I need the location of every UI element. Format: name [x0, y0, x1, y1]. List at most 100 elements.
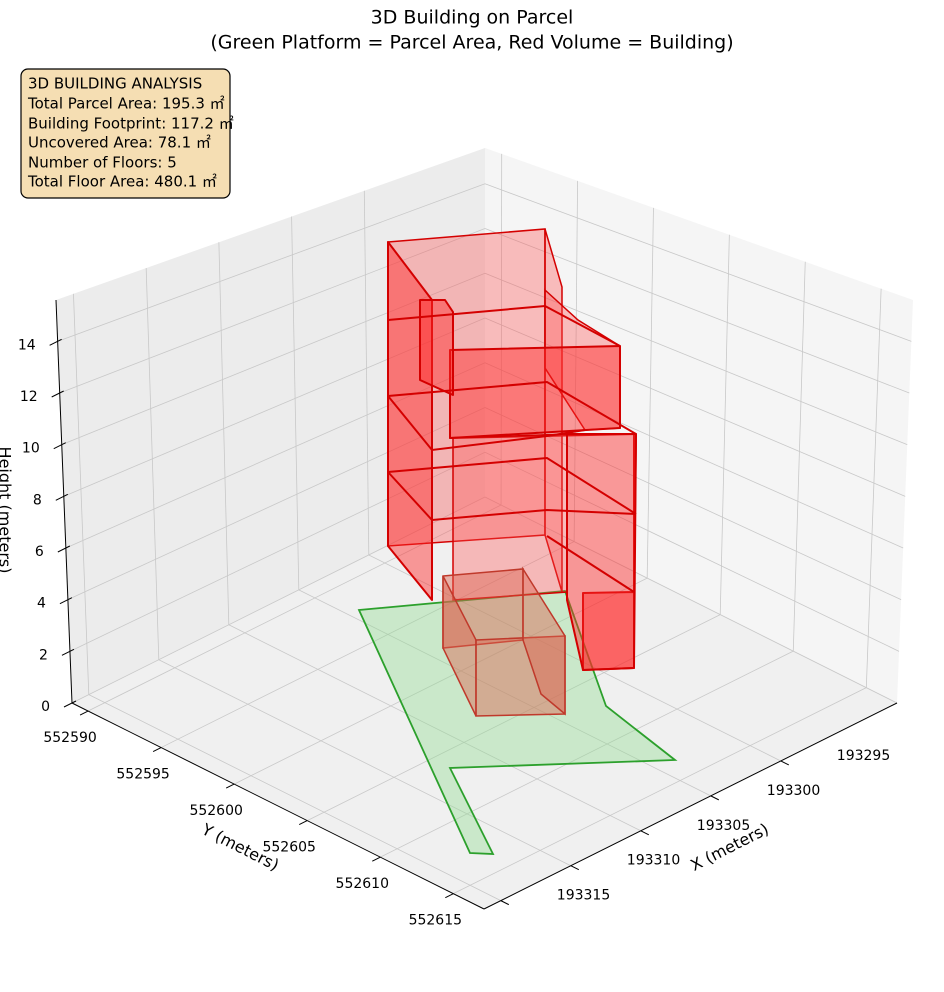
z-axis-line	[55, 299, 73, 704]
x-tick	[780, 760, 790, 766]
x-tick-label: 193295	[837, 748, 890, 764]
z-tick-label: 0	[41, 699, 50, 715]
annotation-line: Number of Floors: 5	[28, 154, 177, 172]
annotation-line: Uncovered Area: 78.1 ㎡	[28, 134, 211, 152]
building-face	[449, 345, 621, 439]
z-tick	[59, 597, 73, 605]
y-tick	[298, 820, 308, 826]
x-tick	[570, 865, 580, 871]
x-axis-line	[483, 702, 898, 910]
x-tick-label: 193300	[767, 783, 820, 799]
floor-line	[387, 471, 637, 522]
z-tick	[63, 700, 77, 708]
annotation-line: Total Floor Area: 480.1 ㎡	[27, 173, 217, 191]
grid-line	[500, 153, 503, 506]
grid-line	[228, 624, 641, 832]
grid-line	[145, 268, 160, 660]
building-face	[387, 241, 433, 601]
y-tick	[372, 856, 381, 862]
floor-line	[546, 535, 635, 593]
grid-line	[453, 687, 867, 895]
grid-line	[719, 234, 730, 615]
z-axis-label: Height (meters)	[0, 447, 15, 574]
floor-line	[387, 395, 586, 452]
x-tick	[500, 900, 510, 906]
grid-line	[61, 272, 486, 446]
grid-line	[484, 228, 910, 394]
grid-line	[291, 216, 300, 590]
grid-line	[368, 554, 781, 762]
z-tick	[53, 442, 66, 450]
grid-line	[484, 496, 898, 704]
grid-line	[484, 407, 902, 601]
annotation-line: Building Footprint: 117.2 ㎡	[28, 115, 234, 133]
y-axis-line	[71, 702, 485, 910]
floor-line	[387, 304, 621, 347]
chart-subtitle: (Green Platform = Parcel Area, Red Volum…	[210, 32, 733, 54]
z-tick	[49, 338, 62, 346]
grid-line	[218, 242, 230, 625]
building-face	[566, 433, 637, 671]
y-tick-label: 552610	[336, 876, 389, 892]
grid-line	[233, 577, 648, 785]
grid-line	[307, 614, 721, 821]
y-tick	[445, 893, 454, 899]
y-tick-label: 552615	[409, 913, 462, 929]
annotation-line: 3D BUILDING ANALYSIS	[28, 75, 202, 93]
pane-right	[485, 148, 913, 703]
grid-line	[484, 362, 904, 549]
grid-line	[63, 317, 486, 497]
grid-line	[71, 496, 486, 704]
z-tick-label: 2	[39, 647, 48, 663]
building-face	[522, 566, 566, 716]
grid-line	[59, 228, 486, 394]
building-and-parcel	[357, 228, 678, 855]
grid-line	[484, 183, 912, 342]
grid-line	[160, 541, 575, 748]
annotation-line: Total Parcel Area: 195.3 ㎡	[27, 95, 225, 113]
z-tick-label: 6	[35, 544, 44, 560]
parcel	[357, 590, 678, 855]
annotation-box	[20, 68, 231, 199]
grid-line	[792, 261, 806, 652]
grid-line	[88, 694, 501, 901]
z-tick-label: 12	[20, 389, 38, 405]
pane-left	[56, 148, 485, 703]
x-tick	[710, 795, 720, 801]
y-tick-label: 552605	[262, 840, 315, 856]
grid-line	[158, 659, 571, 867]
grid-line	[646, 207, 654, 579]
x-tick-label: 193315	[557, 888, 610, 904]
grid-line	[67, 407, 486, 601]
z-tick	[55, 493, 69, 501]
y-tick	[152, 747, 162, 753]
z-tick-label: 4	[37, 596, 46, 612]
floor-line	[387, 380, 637, 435]
y-tick-label: 552595	[116, 767, 169, 783]
grid-line	[73, 293, 90, 695]
axes: 193295 193300 193305 193310 193315 552590 5525…	[18, 299, 898, 929]
x-tick	[640, 830, 650, 836]
grid-line	[380, 650, 794, 858]
y-tick	[79, 710, 89, 716]
grid-line	[363, 190, 370, 555]
chart-title: 3D Building on Parcel	[371, 7, 574, 29]
z-tick	[51, 390, 64, 398]
grid-line	[57, 183, 486, 342]
grid-line	[484, 451, 900, 652]
x-tick-label: 193310	[627, 853, 680, 869]
z-tick	[57, 545, 71, 553]
z-tick-label: 10	[22, 441, 40, 457]
grid-line	[484, 272, 908, 446]
z-tick-label: 8	[33, 492, 42, 508]
y-tick-label: 552590	[43, 730, 96, 746]
grid-line	[865, 288, 882, 688]
z-tick-label: 14	[18, 337, 36, 353]
z-tick	[61, 648, 75, 656]
x-tick-label: 193305	[697, 818, 750, 834]
y-tick	[225, 783, 235, 789]
floor-line	[387, 456, 637, 515]
building-face	[419, 299, 454, 396]
y-tick-label: 552600	[189, 803, 242, 819]
